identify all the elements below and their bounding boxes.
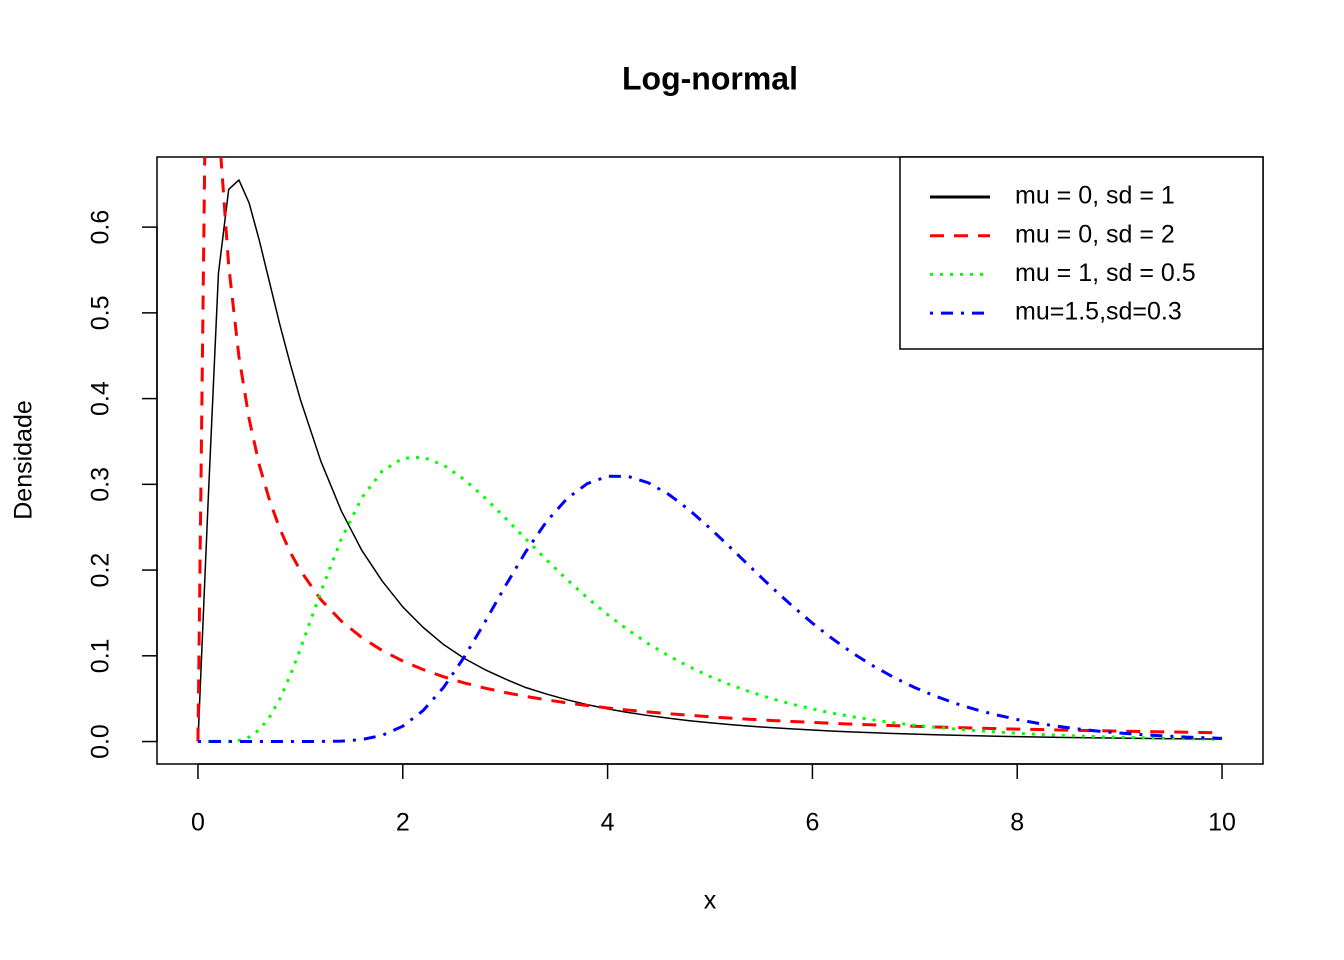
y-tick-label: 0.1 [87,638,115,673]
x-tick-label: 6 [805,809,819,837]
legend-box [899,156,1264,350]
series-line [197,455,1223,744]
y-tick-label: 0.5 [87,295,115,330]
chart-title: Log-normal [622,60,798,96]
x-tick-label: 8 [1010,809,1024,837]
x-tick-label: 0 [191,809,205,837]
y-tick-label: 0.4 [87,381,115,416]
series-line [196,157,1223,742]
y-tick-label: 0.3 [87,467,115,502]
legend-label: mu = 0, sd = 2 [1015,220,1175,248]
series-line [197,179,1223,742]
x-tick-label: 4 [601,809,615,837]
legend-label: mu=1.5,sd=0.3 [1015,298,1182,326]
series-line [197,474,1223,744]
x-axis-label: x [704,887,717,915]
y-axis-label: Densidade [10,400,38,520]
x-tick-label: 2 [396,809,410,837]
legend-label: mu = 0, sd = 1 [1015,182,1175,210]
legend-label: mu = 1, sd = 0.5 [1015,259,1196,287]
y-tick-label: 0.2 [87,553,115,588]
plot-area [196,157,1223,744]
x-tick-label: 10 [1208,809,1236,837]
y-tick-label: 0.0 [87,724,115,759]
y-tick-label: 0.6 [87,210,115,245]
